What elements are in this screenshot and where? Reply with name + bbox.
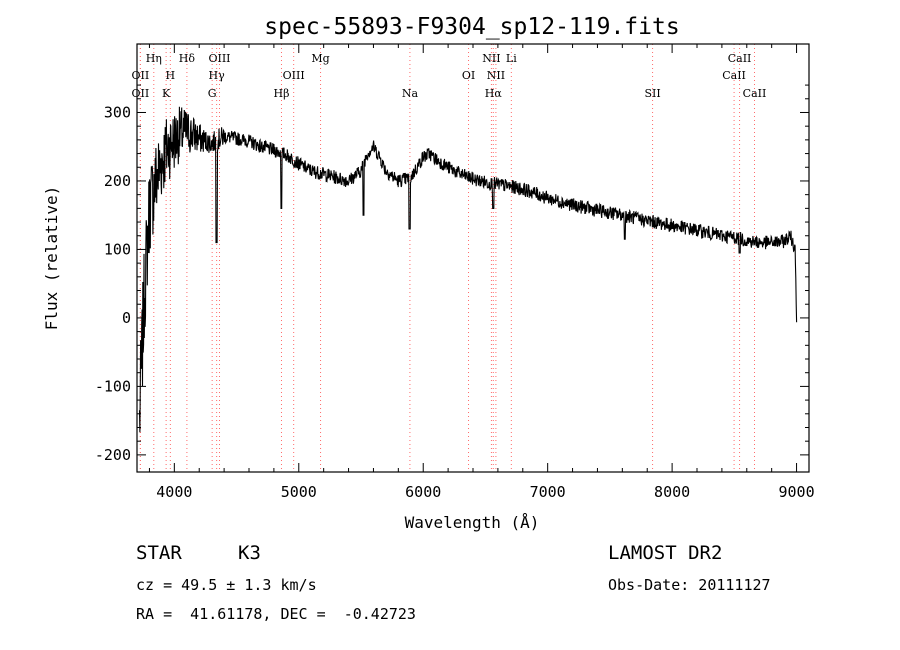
- spectral-line-label: SII: [644, 87, 660, 100]
- spectral-line-label: Hγ: [209, 69, 226, 82]
- x-tick-label: 6000: [405, 483, 441, 501]
- spectral-line-label: OII: [132, 69, 150, 82]
- spectral-line-label: OIII: [283, 69, 305, 82]
- y-tick-label: -100: [95, 377, 131, 395]
- spectral-line-label: Hδ: [179, 52, 196, 65]
- spectral-line-markers: [139, 44, 755, 472]
- spectral-line-label: OIII: [208, 52, 230, 65]
- spectral-line-label: G: [208, 87, 217, 100]
- y-tick-label: 200: [104, 172, 131, 190]
- x-tick-label: 9000: [778, 483, 814, 501]
- observation-date: Obs-Date: 20111127: [608, 576, 771, 594]
- x-axis-ticks: 4000 5000 6000 7000 8000 9000: [148, 44, 815, 501]
- x-tick-label: 5000: [281, 483, 317, 501]
- spectral-line-label: NII: [482, 52, 500, 65]
- spectral-line-label: Mg: [311, 52, 329, 65]
- spectral-line-label: OII: [132, 87, 150, 100]
- spectral-line-label: H: [166, 69, 176, 82]
- plot-frame: [136, 43, 810, 473]
- spectral-line-label: CaII: [728, 52, 752, 65]
- y-tick-label: 100: [104, 240, 131, 258]
- y-tick-label: -200: [95, 446, 131, 464]
- sky-coordinates: RA = 41.61178, DEC = -0.42723: [136, 605, 416, 623]
- y-axis-label: Flux (relative): [42, 186, 61, 331]
- x-tick-label: 7000: [530, 483, 566, 501]
- spectral-line-label: Hβ: [274, 87, 290, 100]
- object-subclass: K3: [238, 542, 261, 564]
- spectral-line-label: NII: [487, 69, 505, 82]
- y-tick-label: 0: [122, 309, 131, 327]
- y-axis-ticks: -200 -100 0 100 200 300: [95, 84, 809, 464]
- survey-name: LAMOST DR2: [608, 542, 723, 564]
- redshift-velocity: cz = 49.5 ± 1.3 km/s: [136, 576, 317, 594]
- spectral-line-label: OI: [462, 69, 475, 82]
- x-axis-label: Wavelength (Å): [405, 513, 540, 532]
- chart-title: spec-55893-F9304_sp12-119.fits: [264, 14, 679, 40]
- x-tick-label: 8000: [654, 483, 690, 501]
- spectral-line-label: Li: [506, 52, 517, 65]
- flux-series-line: [138, 106, 798, 433]
- spectral-line-label: Na: [402, 87, 419, 100]
- spectral-line-label: CaII: [722, 69, 746, 82]
- spectral-line-label: CaII: [743, 87, 767, 100]
- spectral-line-label: Hη: [146, 52, 162, 65]
- spectral-line-label: Hα: [485, 87, 503, 100]
- x-tick-label: 4000: [156, 483, 192, 501]
- y-tick-label: 300: [104, 103, 131, 121]
- object-class: STAR: [136, 542, 182, 564]
- spectral-line-label: K: [162, 87, 171, 100]
